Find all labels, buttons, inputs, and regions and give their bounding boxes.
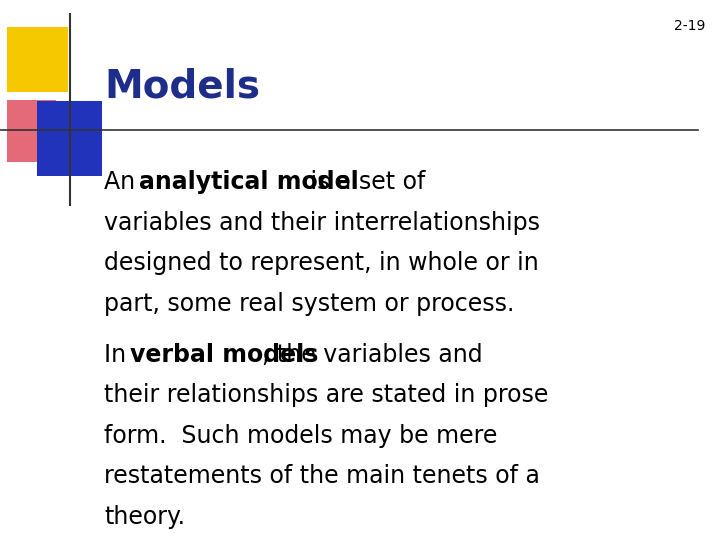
Text: part, some real system or process.: part, some real system or process. <box>104 292 515 315</box>
Text: is a set of: is a set of <box>303 170 426 194</box>
Bar <box>7 27 68 92</box>
Bar <box>7 100 56 162</box>
Text: restatements of the main tenets of a: restatements of the main tenets of a <box>104 464 540 488</box>
Text: , the variables and: , the variables and <box>262 343 482 367</box>
Bar <box>37 101 102 176</box>
Text: In: In <box>104 343 134 367</box>
Text: analytical model: analytical model <box>139 170 359 194</box>
Text: 2-19: 2-19 <box>674 19 706 33</box>
Text: variables and their interrelationships: variables and their interrelationships <box>104 211 541 234</box>
Text: Models: Models <box>104 68 261 105</box>
Text: verbal models: verbal models <box>130 343 319 367</box>
Text: theory.: theory. <box>104 505 185 529</box>
Text: form.  Such models may be mere: form. Such models may be mere <box>104 424 498 448</box>
Text: An: An <box>104 170 143 194</box>
Text: their relationships are stated in prose: their relationships are stated in prose <box>104 383 549 407</box>
Text: designed to represent, in whole or in: designed to represent, in whole or in <box>104 251 539 275</box>
